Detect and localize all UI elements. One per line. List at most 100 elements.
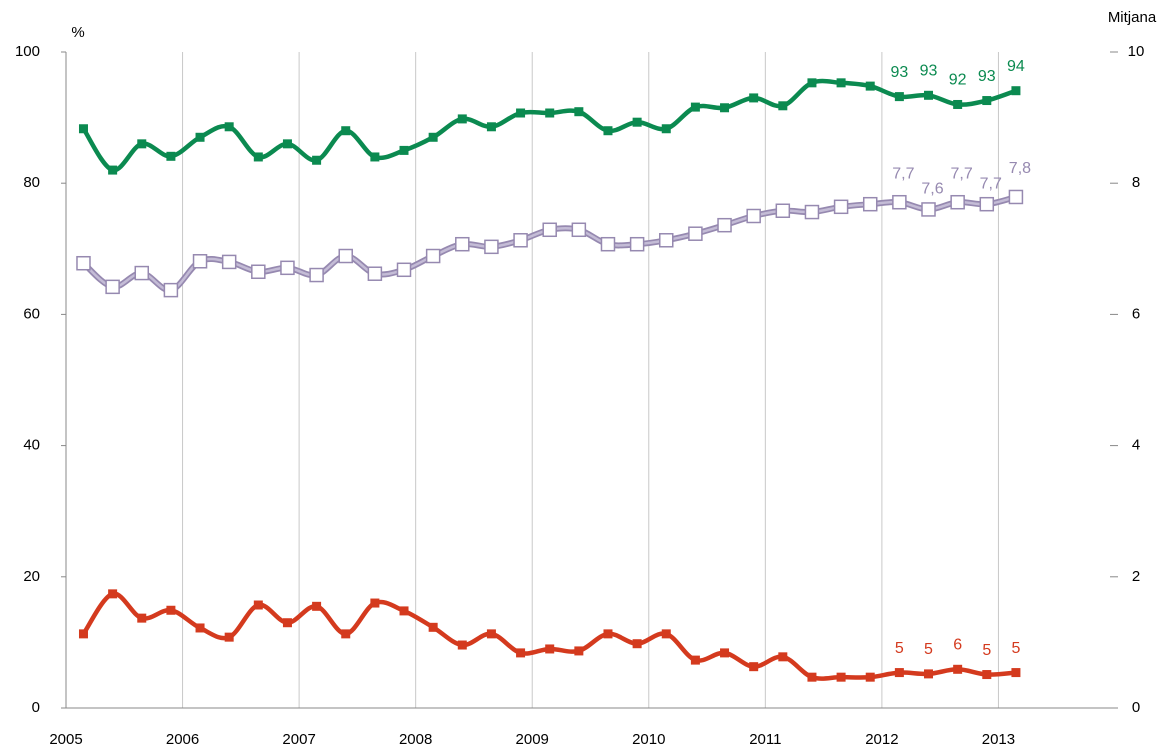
x-tick-label: 2012 (865, 731, 898, 748)
marker (425, 248, 441, 264)
marker (865, 81, 875, 91)
marker (166, 151, 176, 161)
marker (105, 279, 120, 295)
x-tick-label: 2009 (516, 731, 549, 748)
marker (282, 618, 292, 628)
y-tick-label: 0 (32, 699, 40, 716)
marker (195, 623, 205, 633)
y2-tick-label: 10 (1128, 43, 1145, 60)
x-tick-label: 2007 (282, 731, 315, 748)
marker (341, 126, 351, 136)
marker (486, 122, 496, 132)
marker (396, 262, 412, 278)
marker (516, 108, 526, 118)
data-label: 93 (978, 68, 996, 85)
marker (455, 236, 470, 252)
x-tick-label: 2006 (166, 731, 199, 748)
marker (892, 194, 907, 210)
data-label: 7,7 (980, 175, 1002, 192)
y-tick-label: 80 (23, 174, 40, 191)
marker (108, 165, 118, 175)
marker (338, 248, 353, 264)
data-label: 5 (1011, 640, 1020, 657)
marker (746, 208, 761, 224)
marker (457, 114, 467, 124)
marker (1008, 189, 1024, 205)
marker (367, 266, 383, 281)
marker (979, 196, 995, 212)
marker (195, 132, 205, 142)
marker (690, 655, 700, 665)
marker (924, 669, 934, 679)
marker (282, 139, 292, 149)
marker (192, 254, 208, 269)
marker (137, 613, 147, 623)
data-label: 7,6 (921, 181, 943, 198)
x-tick-label: 2013 (982, 731, 1015, 748)
marker (632, 639, 642, 649)
marker (224, 632, 234, 642)
marker (513, 233, 528, 248)
y-tick-label: 20 (23, 568, 40, 585)
marker (574, 107, 584, 117)
marker (720, 103, 730, 113)
x-tick-label: 2005 (49, 731, 82, 748)
marker (224, 122, 234, 132)
marker (78, 629, 88, 639)
marker (399, 606, 409, 616)
marker (982, 96, 992, 106)
marker (280, 260, 295, 276)
data-label: 92 (949, 72, 967, 89)
marker (370, 152, 380, 162)
marker (603, 629, 613, 639)
marker (600, 236, 616, 252)
marker (134, 265, 150, 281)
marker (921, 202, 936, 217)
marker (137, 139, 147, 149)
marker (428, 622, 438, 632)
marker (370, 598, 380, 608)
series-line (81, 78, 1017, 173)
data-label: 7,7 (951, 165, 973, 182)
marker (659, 233, 674, 248)
data-label: 94 (1007, 58, 1025, 75)
marker (603, 126, 613, 136)
marker (457, 640, 467, 650)
data-label: 6 (953, 637, 962, 654)
marker (833, 199, 849, 215)
marker (661, 629, 671, 639)
marker (251, 264, 266, 280)
y2-tick-label: 4 (1132, 437, 1140, 454)
marker (341, 629, 351, 639)
marker (312, 601, 322, 611)
marker (166, 605, 176, 615)
marker (717, 217, 732, 233)
marker (545, 644, 555, 654)
marker (486, 629, 496, 639)
marker (1011, 668, 1021, 678)
y-tick-label: 100 (15, 43, 40, 60)
marker (1011, 86, 1021, 96)
marker (924, 90, 934, 100)
marker (542, 222, 557, 238)
marker (982, 670, 992, 680)
marker (253, 600, 263, 610)
data-label: 7,8 (1009, 160, 1031, 177)
marker (836, 78, 846, 88)
y-tick-label: 40 (23, 437, 40, 454)
marker (865, 672, 875, 682)
marker (950, 194, 965, 210)
marker (632, 117, 642, 127)
series-line (81, 591, 1017, 681)
marker (775, 203, 791, 219)
y2-tick-label: 0 (1132, 699, 1140, 716)
y2-tick-label: 2 (1132, 568, 1140, 585)
marker (253, 152, 263, 162)
y-tick-label: 60 (23, 305, 40, 322)
data-label: 7,7 (892, 165, 914, 182)
marker (221, 254, 237, 270)
marker (720, 648, 730, 658)
data-label: 93 (920, 63, 938, 80)
marker (778, 101, 788, 111)
marker (428, 132, 438, 142)
